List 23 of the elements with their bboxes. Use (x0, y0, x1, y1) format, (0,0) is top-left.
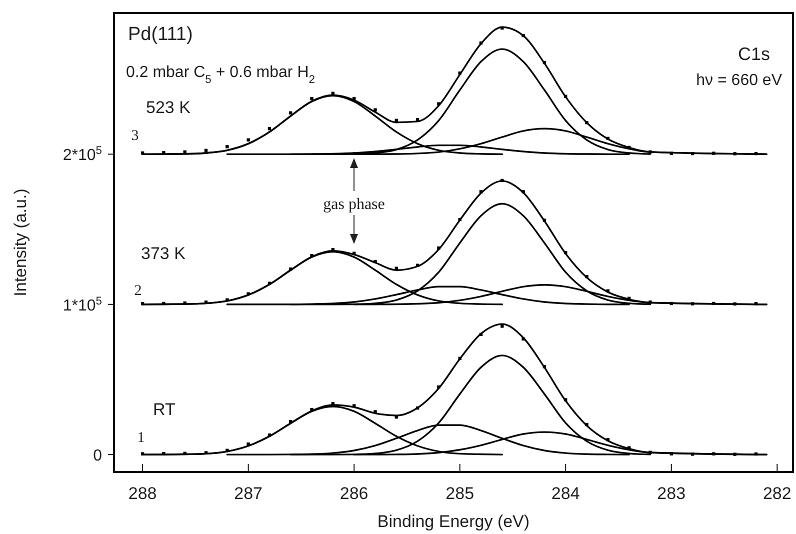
x-tick-label: 286 (340, 484, 368, 503)
annotation: hν = 660 eV (696, 72, 782, 89)
annotation: 373 K (141, 244, 186, 263)
x-tick-label: 287 (234, 484, 263, 503)
annotation: RT (153, 400, 176, 419)
y-tick-label: 1*10$^{5}$ (62, 295, 102, 314)
y-axis-title: Intensity (a.u.) (11, 188, 30, 296)
x-tick-label: 288 (128, 484, 157, 503)
annotation: Pd(111) (128, 24, 193, 45)
annotation: 0.2 mbar C$_{5}$ + 0.6 mbar H$_{2}$ (126, 64, 315, 86)
x-tick-label: 284 (551, 484, 580, 503)
y-tick-label: 2*10$^{5}$ (62, 145, 102, 164)
x-tick-label: 285 (446, 484, 474, 503)
annotation: 2 (134, 283, 142, 299)
annotation: C1s (738, 44, 770, 64)
annotation: 523 K (146, 98, 192, 117)
y-tick-label: 0 (93, 448, 102, 465)
annotation: 1 (137, 430, 145, 446)
x-axis-title: Binding Energy (eV) (377, 512, 530, 531)
annotation: gas phase (323, 196, 385, 213)
annotation: 3 (131, 128, 139, 144)
x-tick-label: 282 (762, 484, 792, 503)
x-tick-label: 283 (657, 484, 686, 503)
